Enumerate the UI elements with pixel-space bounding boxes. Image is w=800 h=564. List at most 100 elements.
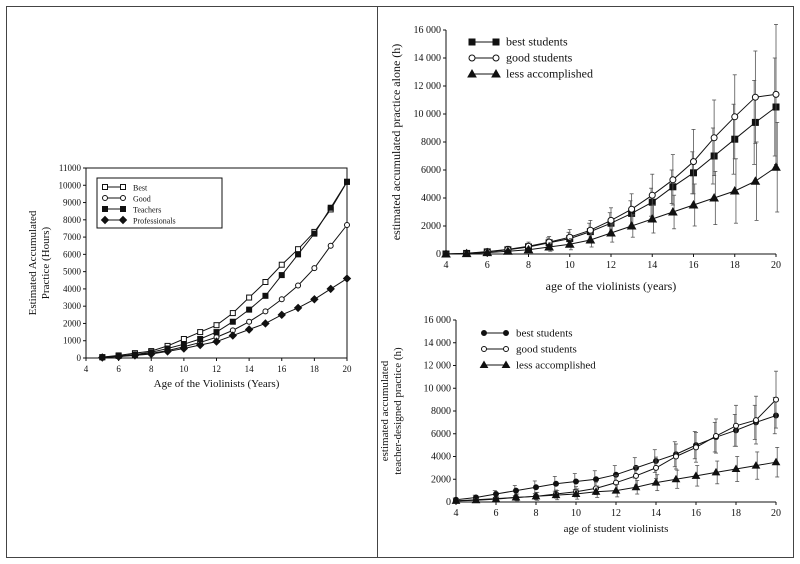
data-point (278, 272, 285, 279)
legend-label: Best (133, 184, 148, 193)
x-tick-label: 12 (611, 508, 621, 519)
data-point (503, 246, 513, 255)
legend-label: best students (506, 35, 568, 49)
data-point (295, 246, 302, 253)
x-tick-label: 16 (689, 260, 699, 271)
series-professionals (98, 274, 352, 362)
data-point (690, 158, 697, 166)
data-point (671, 474, 681, 483)
data-point (653, 464, 659, 471)
data-point (213, 329, 220, 336)
x-tick-label: 12 (606, 260, 616, 271)
y-tick-label: 6000 (431, 429, 451, 440)
data-point (195, 340, 205, 350)
data-point (98, 353, 107, 362)
data-point (753, 417, 759, 424)
x-tick-label: 10 (571, 508, 581, 519)
legend-label: less accomplished (516, 360, 596, 372)
y-tick-label: 0 (77, 353, 82, 363)
data-point (468, 38, 476, 46)
data-point (710, 134, 718, 142)
data-point (163, 347, 172, 356)
data-point (467, 68, 477, 78)
legend-label: good students (506, 51, 573, 65)
data-point (295, 251, 302, 258)
data-point (481, 330, 487, 336)
x-tick-label: 8 (534, 508, 539, 519)
data-point (511, 492, 521, 501)
x-tick-label: 6 (494, 508, 499, 519)
series-good-students (453, 370, 779, 504)
figure-frame (6, 6, 794, 558)
data-point (451, 496, 461, 504)
data-point (713, 433, 719, 440)
data-point (479, 360, 489, 368)
x-axis-label: age of student violinists (564, 523, 669, 535)
data-point (342, 274, 352, 283)
data-point (585, 234, 596, 244)
y-tick-label: 14 000 (414, 53, 442, 64)
x-tick-label: 4 (444, 260, 449, 271)
y-tick-label: 16 000 (414, 25, 442, 36)
y-tick-label: 0 (436, 249, 441, 260)
legend-label: less accomplished (506, 67, 593, 81)
data-point (327, 242, 334, 249)
data-point (311, 265, 318, 272)
data-point (709, 192, 719, 202)
x-tick-label: 10 (565, 260, 575, 271)
x-tick-label: 14 (651, 508, 661, 519)
data-point (503, 346, 509, 352)
data-point (573, 478, 579, 485)
series-line (102, 278, 348, 358)
data-point (711, 467, 721, 476)
y-tick-label: 10 000 (414, 109, 442, 120)
data-point (118, 215, 128, 225)
y-tick-label: 0 (446, 497, 451, 508)
data-point (278, 261, 285, 268)
legend-label: good students (516, 344, 577, 356)
legend: best students good students less accomplis… (479, 328, 596, 372)
data-point (492, 54, 500, 62)
data-point (262, 279, 269, 285)
data-point (344, 222, 350, 228)
data-point (564, 239, 575, 248)
data-point (626, 220, 637, 230)
data-point (611, 486, 621, 494)
data-point (731, 113, 739, 121)
data-point (180, 336, 187, 342)
y-axis-label-line: estimated accumulated (379, 360, 391, 461)
data-point (523, 244, 534, 254)
data-point (310, 295, 319, 304)
legend: best students good students less accomplis… (467, 35, 593, 81)
x-axis-label: age of the violinists (years) (546, 279, 677, 293)
y-tick-label: 1000 (63, 336, 82, 346)
y-axis-label: estimated accumulatedteacher-designed pr… (379, 347, 404, 475)
x-tick-label: 6 (116, 364, 121, 374)
data-point (229, 310, 236, 317)
data-point (100, 215, 110, 225)
y-tick-label: 11000 (59, 163, 82, 173)
data-point (591, 487, 601, 495)
data-point (228, 331, 238, 340)
data-point (197, 329, 204, 336)
data-point (551, 490, 561, 499)
data-point (262, 308, 269, 315)
data-point (471, 495, 481, 504)
x-tick-label: 20 (343, 364, 353, 374)
data-point (688, 199, 699, 209)
y-tick-label: 8000 (63, 215, 82, 225)
series-line (102, 224, 348, 358)
data-point (771, 457, 781, 466)
data-point (179, 344, 189, 353)
data-point (278, 296, 285, 303)
y-axis-label-line: Practice (Hours) (40, 226, 52, 299)
data-point (553, 480, 559, 487)
data-point (750, 176, 761, 185)
y-tick-label: 2000 (63, 318, 82, 328)
x-tick-label: 20 (771, 508, 781, 519)
y-tick-label: 8000 (431, 406, 451, 417)
data-point (327, 204, 334, 211)
legend-label: Teachers (133, 206, 161, 215)
data-point (244, 325, 254, 334)
